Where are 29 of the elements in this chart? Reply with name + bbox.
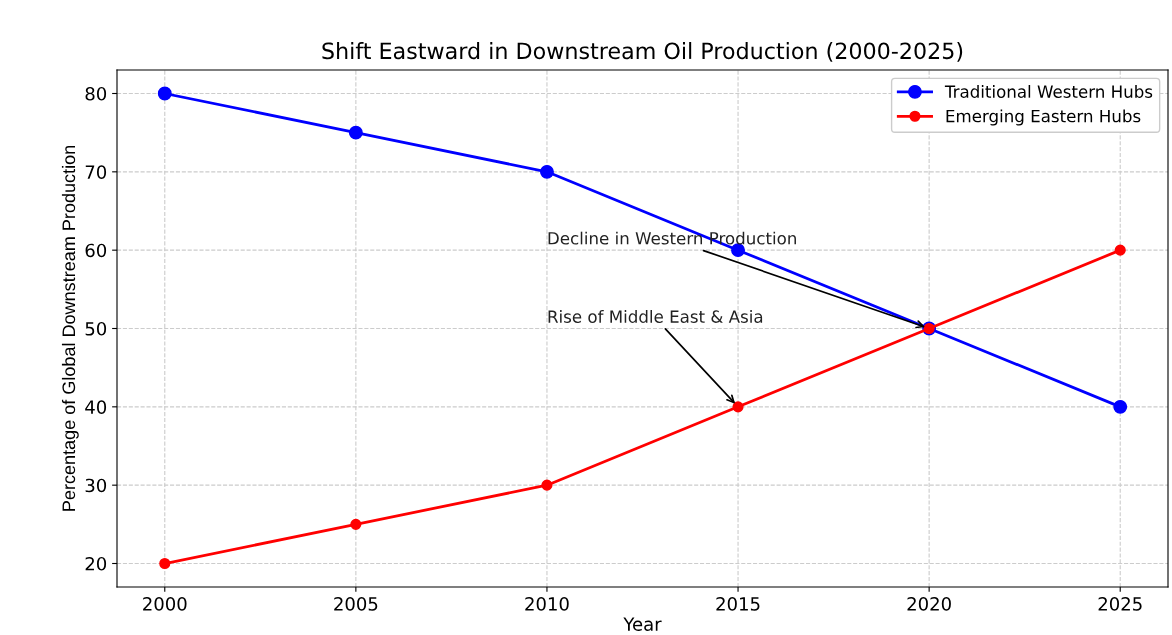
x-tick-label: 2000 bbox=[143, 597, 187, 611]
point bbox=[1113, 399, 1128, 414]
x-tick-label: 2020 bbox=[907, 597, 951, 611]
annotation: Decline in Western Production bbox=[548, 231, 796, 245]
y-tick-label: 20 bbox=[85, 556, 107, 571]
x-tick-label: 2015 bbox=[716, 597, 760, 611]
point bbox=[732, 401, 744, 413]
chart-title: Shift Eastward in Downstream Oil Production (2000-2025) bbox=[322, 42, 963, 62]
point bbox=[350, 518, 362, 530]
y-tick-label: 70 bbox=[85, 165, 107, 179]
y-tick-label: 40 bbox=[85, 400, 107, 414]
y-tick-label: 80 bbox=[85, 86, 107, 101]
legend-label: Traditional Western Hubs bbox=[944, 85, 1153, 98]
annotation: Rise of Middle East & Asia bbox=[548, 310, 763, 323]
legend-label: Emerging Eastern Hubs bbox=[946, 109, 1141, 126]
point bbox=[540, 164, 554, 179]
y-axis-title: Percentage of Global Downstream Production bbox=[61, 146, 79, 511]
point bbox=[159, 557, 171, 570]
x-tick-label: 2010 bbox=[525, 597, 569, 611]
y-tick-label: 50 bbox=[85, 321, 107, 336]
point bbox=[541, 479, 553, 491]
x-tick-label: 2005 bbox=[334, 597, 378, 611]
y-tick-label: 60 bbox=[85, 243, 107, 258]
y-tick-label: 30 bbox=[85, 478, 107, 493]
point bbox=[157, 86, 172, 101]
point bbox=[1114, 244, 1126, 256]
x-axis-title: Year bbox=[623, 617, 662, 631]
x-tick-label: 2025 bbox=[1098, 597, 1142, 611]
point bbox=[348, 125, 363, 140]
